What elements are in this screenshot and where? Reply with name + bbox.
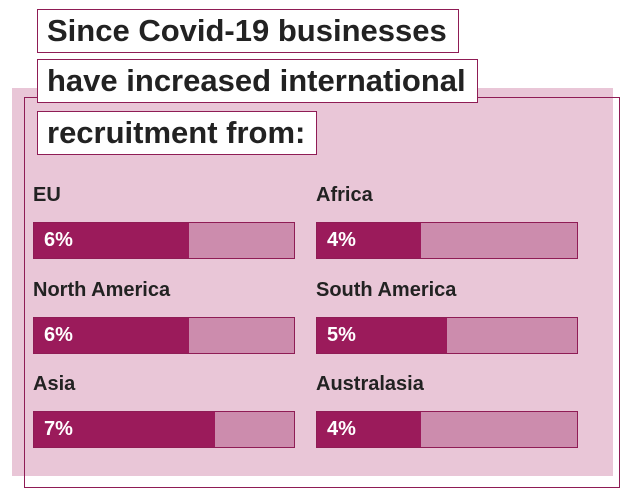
bar-australasia [317,412,421,447]
bar-eu [34,223,190,258]
bar-track-eu: 6% [33,222,295,259]
region-label-eu: EU [33,184,61,206]
bar-track-north-america: 6% [33,317,295,354]
bar-value-label-eu: 6% [44,229,73,251]
bar-track-australasia: 4% [316,411,578,448]
region-label-north-america: North America [33,279,171,301]
bar-track-asia: 7% [33,411,295,448]
bar-north-america [34,318,190,353]
region-label-asia: Asia [33,373,76,395]
bar-south-america [317,318,447,353]
bar-africa [317,223,421,258]
bar-value-label-africa: 4% [327,229,356,251]
region-label-south-america: South America [316,279,457,301]
bar-value-label-north-america: 6% [44,324,73,346]
title-line-1: Since Covid-19 businesses [37,9,459,53]
title-line-3: recruitment from: [37,111,318,155]
bar-value-label-australasia: 4% [327,418,356,440]
title-line-2: have increased international [37,59,478,103]
region-label-africa: Africa [316,184,373,206]
bar-track-africa: 4% [316,222,578,259]
region-label-australasia: Australasia [316,373,424,395]
bar-asia [34,412,216,447]
bar-value-label-asia: 7% [44,418,73,440]
bar-track-south-america: 5% [316,317,578,354]
bar-value-label-south-america: 5% [327,324,356,346]
